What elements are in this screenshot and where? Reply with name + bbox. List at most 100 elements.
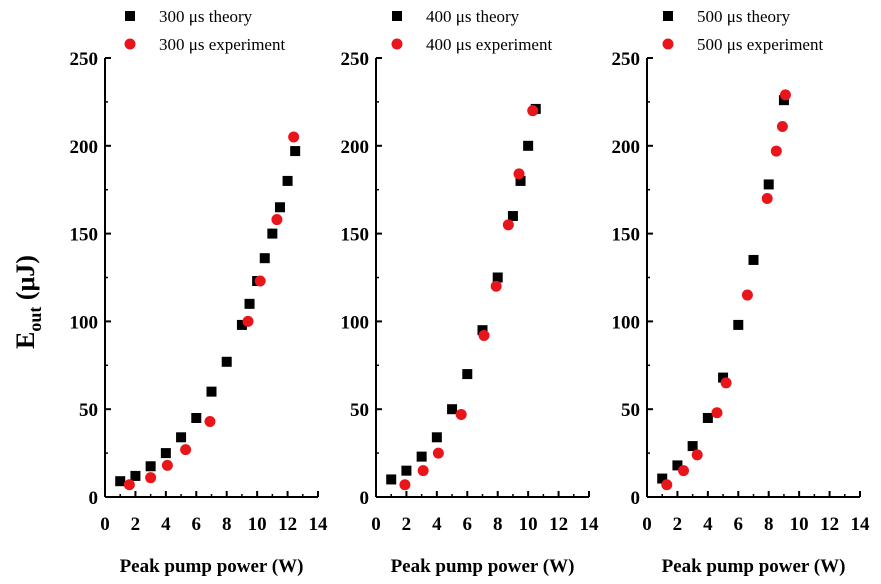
experiment-point: [711, 407, 723, 419]
legend-label: 500 μs theory: [697, 7, 791, 26]
theory-point: [401, 465, 412, 476]
series-experiment: [399, 105, 539, 491]
y-tick-label: 250: [341, 49, 370, 70]
experiment-point: [455, 408, 467, 420]
theory-point: [447, 404, 458, 415]
y-tick-label: 200: [612, 137, 641, 158]
experiment-point: [661, 479, 673, 491]
y-tick-label: 100: [70, 312, 99, 333]
y-tick-label: 150: [341, 225, 370, 246]
experiment-point: [432, 447, 444, 459]
experiment-point: [242, 315, 254, 327]
y-tick-label: 50: [79, 400, 98, 421]
x-tick-label: 8: [493, 514, 503, 535]
experiment-point: [761, 192, 773, 204]
legend-marker-theory: [392, 11, 402, 21]
theory-point: [386, 474, 397, 485]
theory-point: [160, 448, 171, 459]
experiment-point: [502, 219, 514, 231]
theory-point: [267, 228, 278, 239]
legend-label: 500 μs experiment: [697, 35, 823, 54]
x-tick-label: 12: [549, 514, 568, 535]
experiment-point: [417, 465, 429, 477]
y-tick-label: 250: [612, 49, 641, 70]
x-tick-label: 8: [764, 514, 774, 535]
y-tick-label: 0: [89, 488, 99, 509]
theory-point: [221, 356, 232, 367]
x-tick-label: 6: [463, 514, 473, 535]
y-tick-label: 50: [621, 400, 640, 421]
experiment-point: [254, 275, 266, 287]
x-tick-label: 4: [432, 514, 442, 535]
theory-point: [515, 175, 526, 186]
experiment-point: [180, 444, 192, 456]
x-tick-label: 14: [580, 514, 600, 535]
x-axis-label: Peak pump power (W): [662, 556, 846, 577]
theory-point: [206, 386, 217, 397]
theory-point: [507, 211, 518, 222]
x-tick-label: 6: [192, 514, 202, 535]
legend-label: 400 μs experiment: [426, 35, 552, 54]
experiment-point: [678, 465, 690, 477]
legend-marker-experiment: [124, 38, 136, 50]
theory-point: [657, 473, 668, 484]
legend-label: 300 μs theory: [159, 7, 253, 26]
theory-point: [431, 432, 442, 443]
experiment-point: [513, 168, 525, 180]
x-axis-label: Peak pump power (W): [391, 556, 575, 577]
x-tick-label: 10: [519, 514, 538, 535]
theory-point: [462, 369, 473, 380]
legend-label: 300 μs experiment: [159, 35, 285, 54]
y-tick-label: 150: [612, 225, 641, 246]
x-tick-label: 2: [673, 514, 683, 535]
experiment-point: [776, 120, 788, 132]
theory-point: [236, 319, 247, 330]
y-tick-label: 50: [350, 400, 369, 421]
y-tick-label: 200: [341, 137, 370, 158]
x-tick-label: 2: [131, 514, 141, 535]
theory-point: [176, 432, 187, 443]
x-tick-label: 2: [402, 514, 412, 535]
x-tick-label: 14: [851, 514, 871, 535]
x-tick-label: 6: [734, 514, 744, 535]
x-tick-label: 0: [100, 514, 110, 535]
y-axis-label: Eout (μJ): [11, 255, 45, 349]
legend-marker-theory: [125, 11, 135, 21]
experiment-point: [720, 377, 732, 389]
experiment-point: [770, 145, 782, 157]
y-axis-label-unit: (μJ): [11, 255, 40, 307]
experiment-point: [204, 415, 216, 427]
theory-point: [687, 441, 698, 452]
y-tick-label: 250: [70, 49, 99, 70]
series-theory: [386, 103, 541, 485]
x-tick-label: 4: [161, 514, 171, 535]
legend-marker-experiment: [662, 38, 674, 50]
y-tick-label: 100: [612, 312, 641, 333]
x-tick-label: 12: [278, 514, 297, 535]
theory-point: [259, 253, 270, 264]
experiment-point: [490, 280, 502, 292]
experiment-point: [123, 479, 135, 491]
x-tick-label: 4: [703, 514, 713, 535]
experiment-point: [145, 472, 157, 484]
theory-point: [416, 451, 427, 462]
theory-point: [702, 412, 713, 423]
theory-point: [672, 460, 683, 471]
x-tick-label: 0: [371, 514, 381, 535]
series-experiment: [123, 131, 300, 491]
theory-point: [115, 476, 126, 487]
series-theory: [115, 146, 301, 487]
y-tick-label: 150: [70, 225, 99, 246]
x-tick-label: 8: [222, 514, 232, 535]
experiment-point: [161, 459, 173, 471]
theory-point: [718, 372, 729, 383]
legend-marker-experiment: [391, 38, 403, 50]
theory-point: [523, 140, 534, 151]
theory-point: [282, 175, 293, 186]
theory-point: [733, 319, 744, 330]
